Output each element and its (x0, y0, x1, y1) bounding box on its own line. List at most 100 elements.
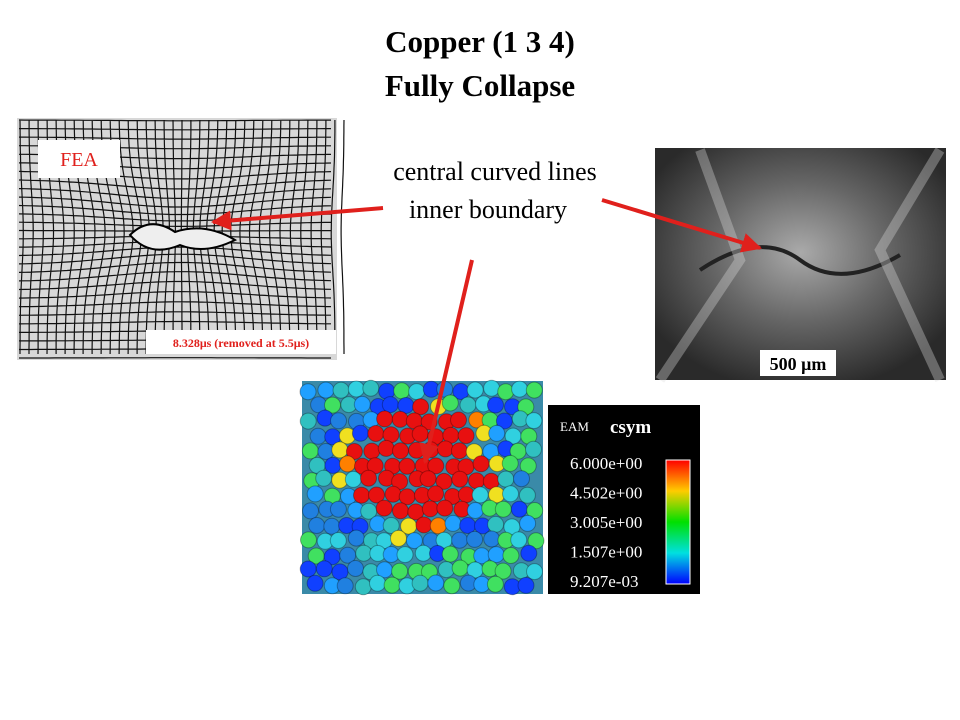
colorbar-panel: EAM csym 6.000e+00 4.502e+00 3.005e+00 1.50… (548, 405, 700, 594)
atom (450, 411, 467, 429)
atom (355, 544, 373, 562)
fea-label-box (38, 140, 120, 178)
atom (307, 547, 325, 565)
atom (392, 502, 409, 520)
atom (345, 443, 363, 460)
arrow (419, 259, 474, 464)
atom (525, 381, 543, 399)
atom (412, 398, 430, 416)
atom (487, 515, 505, 533)
atom (487, 546, 505, 564)
atom (363, 442, 381, 460)
atom (525, 412, 543, 430)
atom (366, 457, 384, 475)
arrow (601, 198, 762, 253)
atom (309, 427, 327, 445)
atom (360, 469, 377, 487)
legend-value: 6.000e+00 (570, 454, 642, 473)
atom (393, 382, 411, 400)
atom (411, 574, 429, 592)
atom (391, 410, 409, 428)
atom (331, 441, 349, 459)
atom (392, 442, 409, 460)
atoms-image (299, 379, 545, 596)
atom (429, 517, 447, 535)
atom (299, 383, 317, 401)
atom (465, 443, 483, 461)
atom (520, 544, 538, 562)
atom (384, 485, 402, 503)
legend-value: 3.005e+00 (570, 513, 642, 532)
atom (408, 383, 426, 401)
title-line: Copper (1 3 4) (385, 24, 575, 59)
atom (347, 529, 365, 547)
atom (324, 396, 341, 414)
atom (353, 486, 370, 504)
atom (517, 576, 535, 594)
atom (527, 532, 545, 550)
atom (503, 518, 521, 536)
atom (457, 427, 475, 445)
atom (308, 517, 326, 534)
atom (344, 470, 362, 488)
atom (353, 395, 371, 413)
atom (315, 469, 333, 487)
atom (497, 383, 515, 401)
atom (339, 546, 357, 564)
eam-label: EAM (560, 419, 589, 434)
atom (330, 412, 347, 430)
atom (323, 517, 341, 535)
inner-boundary (128, 223, 238, 251)
atom (494, 562, 512, 580)
atom (459, 396, 477, 414)
atom (300, 531, 317, 549)
atom (441, 545, 459, 563)
atom (486, 575, 504, 593)
legend-value: 1.507e+00 (570, 543, 642, 562)
scale-bar-box (760, 350, 836, 376)
atom (501, 454, 519, 472)
atom (518, 486, 536, 504)
atom (421, 500, 439, 518)
atom (396, 546, 414, 564)
atom (362, 379, 380, 397)
atom (427, 574, 445, 592)
atom (427, 485, 445, 503)
atom (443, 577, 461, 595)
atom (377, 439, 395, 457)
atom (351, 424, 369, 442)
atom (411, 425, 429, 443)
atom (414, 544, 432, 562)
atom (301, 442, 319, 460)
atom (468, 472, 485, 490)
atom (466, 381, 484, 399)
atom (329, 500, 347, 518)
atom (513, 470, 530, 488)
atom (466, 502, 484, 519)
atom (494, 500, 512, 518)
atom (354, 578, 372, 596)
arrow (211, 206, 384, 231)
atom (306, 485, 324, 503)
atom (436, 440, 454, 458)
atom (495, 412, 513, 430)
atom (347, 380, 365, 398)
atom (436, 499, 454, 517)
colorbar (665, 459, 691, 585)
atom (332, 381, 350, 399)
atom (368, 486, 385, 504)
atom (519, 514, 537, 532)
atom (415, 516, 433, 534)
micrograph-image (655, 148, 946, 380)
micrograph: 500 μm (655, 147, 946, 383)
legend-title: csym (610, 417, 651, 438)
atom (450, 442, 468, 460)
atom (451, 559, 469, 577)
atom (471, 486, 489, 504)
atom (497, 470, 515, 488)
atom (487, 396, 504, 414)
atom (441, 394, 459, 412)
atom (339, 455, 356, 473)
atom (299, 412, 317, 430)
